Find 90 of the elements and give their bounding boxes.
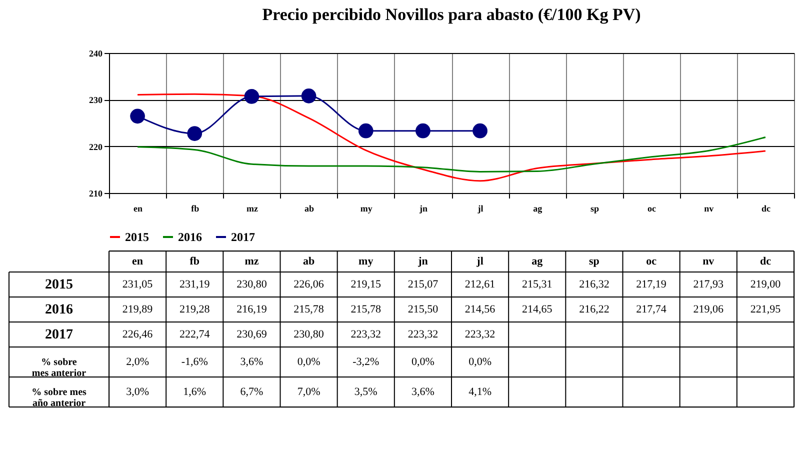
x-tick-label: fb <box>191 204 200 214</box>
category-label: jl <box>476 256 484 268</box>
category-label: sp <box>589 256 600 268</box>
data-label: 230,80 <box>236 278 268 290</box>
x-tick-label: nv <box>704 204 714 214</box>
y-tick-label: 220 <box>89 142 103 152</box>
category-label: my <box>358 256 374 268</box>
data-label: 214,56 <box>464 304 496 316</box>
text: 3,0% <box>126 386 150 398</box>
category-label: jn <box>418 256 428 268</box>
data-label: 219,00 <box>750 278 782 290</box>
text: 7,0% <box>297 386 320 398</box>
data-label: 219,28 <box>180 304 210 316</box>
text: 1,6% <box>183 386 206 398</box>
x-tick-label: jn <box>418 204 428 214</box>
x-tick-label: dc <box>761 204 770 214</box>
data-label: 217,93 <box>693 278 724 290</box>
category-label: en <box>132 256 144 268</box>
text: 3,6% <box>240 356 264 368</box>
text: 3,5% <box>354 386 378 398</box>
data-label: 217,19 <box>636 278 667 290</box>
data-label: 219,06 <box>693 304 724 316</box>
data-label: 215,50 <box>408 304 439 316</box>
point <box>130 108 145 124</box>
data-label: 219,89 <box>122 304 154 316</box>
category-label: mz <box>244 256 259 268</box>
text: 3,6% <box>411 386 434 398</box>
data-label: 230,69 <box>236 328 268 340</box>
x-tick-label: sp <box>590 204 599 214</box>
point <box>187 126 202 141</box>
text: 2017 <box>45 328 73 342</box>
data-label: 222,74 <box>180 328 210 340</box>
text: % sobre mes anterior <box>32 357 87 379</box>
x-tick-label: mz <box>246 204 258 214</box>
category-label: ag <box>532 256 543 268</box>
text: 4,1% <box>468 386 492 398</box>
text: 2016 <box>45 302 73 318</box>
text: -3,2% <box>352 356 380 368</box>
x-tick-label: my <box>360 204 373 214</box>
text: % sobre mes año anterior <box>32 387 87 409</box>
category-label: oc <box>646 256 656 268</box>
text: -1,6% <box>181 356 208 368</box>
chart-title: Precio percibido Novillos para abasto (€/100 Kg PV) <box>262 5 641 24</box>
data-label: 230,80 <box>294 328 324 340</box>
y-tick-label: 210 <box>89 188 103 198</box>
data-label: 215,07 <box>408 278 439 290</box>
point <box>244 89 260 104</box>
data-label: 215,78 <box>294 304 324 316</box>
y-tick-label: 240 <box>89 48 103 58</box>
data-label: 226,06 <box>294 278 324 290</box>
text: 2015 <box>45 278 73 292</box>
legend-label: 2016 <box>178 230 202 244</box>
text: 0,0% <box>411 356 434 368</box>
line-series <box>136 136 766 172</box>
data-label: 215,78 <box>350 304 382 316</box>
data-label: 217,74 <box>636 304 667 316</box>
data-label: 223,32 <box>350 328 381 340</box>
x-tick-label: ab <box>304 204 314 214</box>
data-label: 219,15 <box>350 278 382 290</box>
data-label: 221,95 <box>750 304 782 316</box>
data-label: 231,19 <box>180 278 210 290</box>
data-label: 214,65 <box>522 304 553 316</box>
data-label: 223,32 <box>464 328 496 340</box>
data-label: 223,32 <box>408 328 438 340</box>
text: 0,0% <box>297 356 320 368</box>
text: 2,0% <box>126 356 150 368</box>
category-label: nv <box>702 256 714 268</box>
data-label: 226,46 <box>122 328 154 340</box>
text: 6,7% <box>240 386 264 398</box>
x-tick-label: jl <box>476 204 484 214</box>
x-tick-label: en <box>134 204 143 214</box>
category-label: fb <box>190 256 200 268</box>
x-tick-label: ag <box>533 204 543 214</box>
data-label: 231,05 <box>122 278 154 290</box>
data-label: 212,61 <box>464 278 496 290</box>
legend-label: 2017 <box>231 230 255 244</box>
x-tick-label: oc <box>648 204 656 214</box>
data-label: 216,22 <box>579 304 610 316</box>
data-label: 216,32 <box>579 278 610 290</box>
point <box>472 123 488 138</box>
category-label: ab <box>302 256 315 268</box>
y-tick-label: 230 <box>89 95 103 106</box>
category-label: dc <box>760 256 771 268</box>
point <box>416 123 430 138</box>
text: 0,0% <box>468 356 492 368</box>
point <box>358 123 374 138</box>
point <box>301 88 316 104</box>
data-label: 216,19 <box>236 304 268 316</box>
data-label: 215,31 <box>522 278 552 290</box>
legend-label: 2015 <box>125 230 149 244</box>
